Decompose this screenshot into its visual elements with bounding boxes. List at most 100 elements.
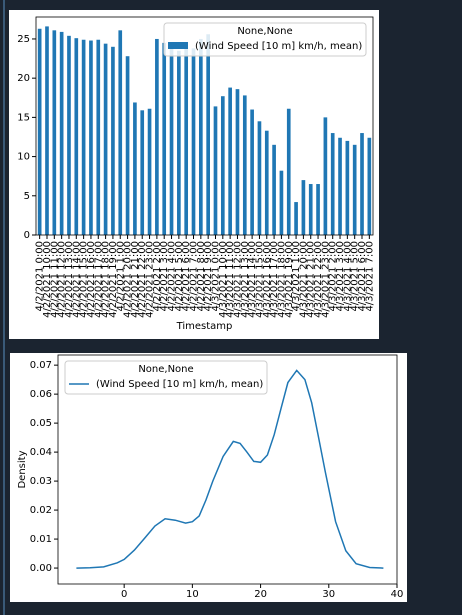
- bar: [367, 137, 372, 235]
- bar: [308, 184, 313, 235]
- bar: [294, 202, 298, 235]
- x-tick-label: 4/3/2021 15:00: [254, 241, 265, 318]
- x-tick-label: 4/3/2021 0:00: [210, 241, 221, 312]
- y-tick-label: 0.02: [30, 505, 52, 516]
- x-tick-label: 4/3/2021 7:00: [364, 241, 375, 312]
- bar: [59, 31, 64, 236]
- x-tick-label: 4/2/2021 13:00: [64, 241, 75, 318]
- bar: [242, 95, 247, 235]
- y-tick-label: 0.01: [30, 534, 52, 545]
- bar: [257, 121, 262, 235]
- bar: [301, 180, 306, 235]
- bar: [316, 184, 320, 235]
- x-tick-label: 4/2/2021 1:00: [115, 241, 126, 312]
- y-tick-label: 25: [17, 34, 30, 45]
- x-tick-label: 4/2/2021 7:00: [189, 241, 200, 312]
- y-tick-label: 15: [17, 112, 30, 123]
- x-tick-label: 4/2/2021 17:00: [93, 241, 104, 318]
- legend-box: [64, 360, 268, 395]
- x-axis-label: Timestamp: [176, 321, 233, 332]
- x-tick-label: 4/3/2021 12:00: [232, 241, 243, 318]
- x-tick-label: 4/2/2021 3:00: [159, 241, 170, 312]
- bar: [338, 137, 342, 235]
- y-tick-label: 20: [17, 73, 30, 84]
- bar: [45, 26, 49, 236]
- y-tick-label: 0.07: [30, 360, 52, 371]
- x-tick-label: 4/2/2021 15:00: [79, 241, 90, 318]
- bar: [286, 108, 291, 235]
- legend-label: (Wind Speed [10 m] km/h, mean): [195, 41, 362, 52]
- x-tick-label: 4/2/2021 16:00: [86, 241, 97, 318]
- x-tick-label: 4/2/2021 2:00: [152, 241, 163, 312]
- x-tick-label: 4/3/2021 18:00: [276, 241, 287, 318]
- bar: [96, 39, 101, 235]
- axes-frame: [57, 354, 398, 585]
- x-tick-label: 4/3/2021 1:00: [291, 241, 302, 312]
- x-tick-label: 4/2/2021 21:00: [130, 241, 141, 318]
- side-bar: [3, 0, 5, 615]
- x-tick-label: 4/3/2021 10:00: [218, 241, 229, 318]
- bar: [81, 39, 86, 235]
- x-tick-label: 4/2/2021 4:00: [167, 241, 178, 312]
- bar: [140, 110, 145, 235]
- bar: [103, 43, 108, 236]
- y-axis-label: Density: [17, 450, 28, 488]
- x-tick-label: 4/3/2021 4:00: [342, 241, 353, 312]
- x-tick-label: 4/2/2021 5:00: [174, 241, 185, 312]
- legend-swatch: [168, 42, 188, 49]
- y-tick-label: 0.03: [30, 476, 52, 487]
- bar: [118, 30, 123, 236]
- bar: [220, 96, 225, 235]
- bar: [360, 133, 364, 235]
- bar: [352, 144, 357, 235]
- bar: [213, 106, 218, 235]
- bar: [345, 140, 350, 235]
- x-tick-label: 10: [186, 589, 199, 600]
- y-tick-label: 0.05: [30, 418, 52, 429]
- x-tick-label: 0: [121, 589, 127, 600]
- bar: [250, 109, 254, 235]
- legend-box: [163, 22, 367, 57]
- bar: [52, 30, 57, 236]
- x-tick-label: 4/2/2021 9:00: [203, 241, 214, 312]
- x-tick-label: 4/3/2021 20:00: [298, 241, 309, 318]
- x-tick-label: 4/2/2021 0:00: [35, 241, 46, 312]
- x-tick-label: 20: [254, 589, 267, 600]
- bar: [330, 133, 335, 235]
- bar: [155, 38, 159, 235]
- bar: [264, 130, 269, 235]
- bar: [191, 48, 196, 235]
- bar: [184, 45, 189, 235]
- bar: [67, 35, 71, 235]
- bar: [169, 46, 174, 236]
- x-tick-label: 4/3/2021 23:00: [320, 241, 331, 318]
- x-tick-label: 4/3/2021 21:00: [306, 241, 317, 318]
- x-tick-label: 30: [322, 589, 335, 600]
- x-tick-label: 4/2/2021 18:00: [101, 241, 112, 318]
- y-tick-label: 0: [24, 230, 30, 241]
- bar: [89, 40, 93, 236]
- bar: [162, 42, 167, 235]
- legend-title: None,None: [237, 26, 292, 37]
- line: [76, 369, 384, 569]
- x-tick-label: 4/3/2021 5:00: [350, 241, 361, 312]
- bar: [74, 38, 79, 235]
- x-tick-label: 4/2/2021 14:00: [71, 241, 82, 318]
- legend-title: None,None: [138, 364, 193, 375]
- bar: [111, 46, 115, 236]
- x-tick-label: 4/2/2021 10:00: [42, 241, 53, 318]
- x-tick-label: 4/3/2021 11:00: [225, 241, 236, 318]
- bar: [228, 87, 232, 236]
- bar: [125, 56, 130, 235]
- legend-label: (Wind Speed [10 m] km/h, mean): [96, 379, 263, 390]
- bar: [199, 38, 203, 235]
- bar: [323, 117, 328, 235]
- x-tick-label: 4/2/2021 19:00: [108, 241, 119, 318]
- y-tick-label: 0.06: [30, 389, 52, 400]
- x-tick-label: 4/2/2021 23:00: [145, 241, 156, 318]
- x-tick-label: 4/3/2021 22:00: [313, 241, 324, 318]
- x-tick-label: 4/2/2021 12:00: [57, 241, 68, 318]
- y-tick-label: 0.00: [30, 563, 52, 574]
